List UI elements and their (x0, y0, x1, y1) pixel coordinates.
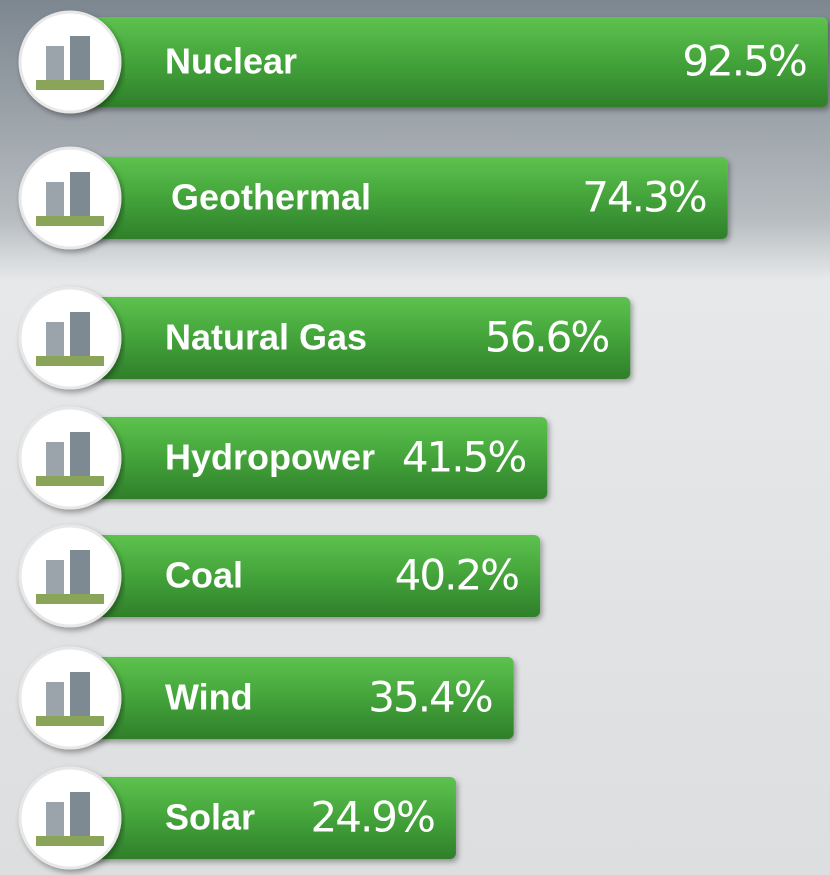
icon-building (46, 46, 64, 80)
icon-building (70, 312, 90, 356)
icon-building (46, 802, 64, 836)
value-label: 35.4% (368, 673, 492, 722)
icon-building (46, 682, 64, 716)
icon-building (70, 550, 90, 594)
category-label: Natural Gas (165, 317, 367, 358)
bar (80, 417, 548, 499)
icon-ground (36, 216, 104, 226)
value-label: 41.5% (402, 433, 526, 482)
bar (80, 17, 828, 107)
icon-building (46, 182, 64, 216)
bar (80, 157, 728, 239)
category-label: Hydropower (165, 437, 375, 478)
category-label: Wind (165, 677, 253, 718)
bar (80, 657, 514, 739)
value-label: 56.6% (485, 313, 609, 362)
icon-building (70, 172, 90, 216)
icon-building (46, 560, 64, 594)
icon-ground (36, 476, 104, 486)
icon-ground (36, 716, 104, 726)
value-label: 92.5% (682, 37, 806, 86)
icon-building (70, 792, 90, 836)
icon-building (70, 36, 90, 80)
bar (80, 777, 456, 859)
icon-ground (36, 80, 104, 90)
icon-ground (36, 594, 104, 604)
category-label: Solar (165, 797, 255, 838)
rows: Nuclear 92.5% Geothermal 74.3% Natural Gas 56… (18, 10, 828, 870)
icon-building (70, 672, 90, 716)
category-label: Coal (165, 555, 243, 596)
bar (80, 535, 541, 617)
value-label: 74.3% (582, 173, 706, 222)
icon-ground (36, 356, 104, 366)
icon-ground (36, 836, 104, 846)
category-label: Geothermal (171, 177, 371, 218)
icon-building (46, 322, 64, 356)
category-label: Nuclear (165, 41, 297, 82)
value-label: 24.9% (311, 793, 435, 842)
icon-building (70, 432, 90, 476)
value-label: 40.2% (395, 551, 519, 600)
icon-building (46, 442, 64, 476)
bar (80, 297, 631, 379)
